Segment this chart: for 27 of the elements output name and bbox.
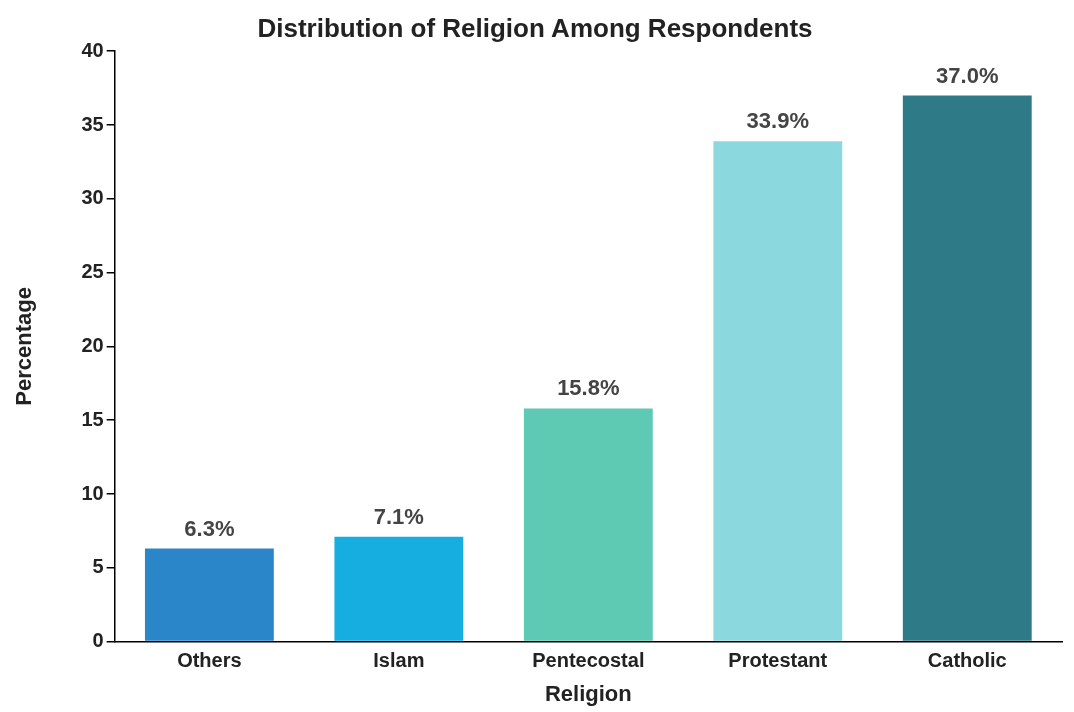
data-label: 33.9% <box>746 108 809 134</box>
y-axis-title: Percentage <box>11 287 37 406</box>
x-tick-label: Others <box>177 649 242 672</box>
bar <box>523 408 653 641</box>
x-tick-label: Catholic <box>927 649 1007 672</box>
bar <box>902 95 1032 641</box>
data-label: 7.1% <box>373 503 424 529</box>
bar <box>334 536 464 641</box>
bar <box>713 141 843 641</box>
y-tick-label: 30 <box>81 186 104 209</box>
y-tick-label: 10 <box>81 481 104 504</box>
y-tick-label: 35 <box>81 112 104 135</box>
x-tick-label: Protestant <box>728 649 828 672</box>
data-label: 37.0% <box>936 62 999 88</box>
chart-title: Distribution of Religion Among Respondents <box>257 12 813 43</box>
x-axis-title: Religion <box>544 680 632 706</box>
x-tick-label: Pentecostal <box>532 649 645 672</box>
y-tick-label: 40 <box>81 38 104 61</box>
data-label: 15.8% <box>557 375 620 401</box>
bar <box>144 548 274 641</box>
x-tick-label: Islam <box>373 649 425 672</box>
y-tick-label: 5 <box>92 555 104 578</box>
y-tick-label: 0 <box>92 629 104 652</box>
y-tick-label: 15 <box>81 407 104 430</box>
y-tick-label: 20 <box>81 333 104 356</box>
data-label: 6.3% <box>184 515 235 541</box>
y-tick-label: 25 <box>81 260 104 283</box>
